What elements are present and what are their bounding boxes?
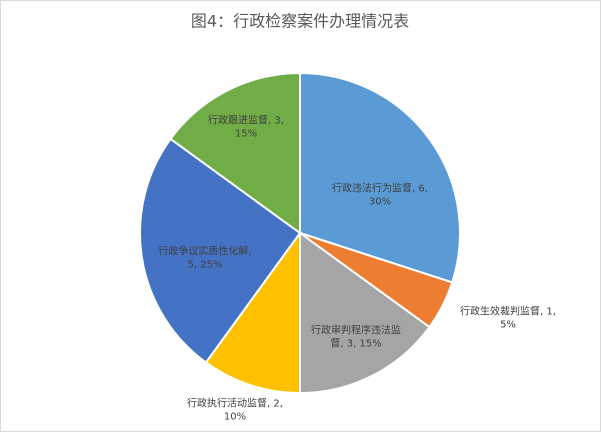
pie-slice: [299, 71, 461, 284]
data-label: 行政违法行为监督, 6,: [332, 182, 428, 195]
data-label: 5%: [500, 320, 516, 331]
pie-slice: [169, 71, 301, 235]
data-label: 行政审判程序违法监: [311, 324, 401, 337]
data-label: 10%: [224, 412, 246, 423]
data-label: 15%: [235, 129, 257, 140]
data-label: 行政跟进监督, 3,: [208, 114, 284, 127]
pie-slice: [299, 231, 431, 395]
data-label: 行政生效裁判监督, 1,: [460, 305, 556, 318]
data-label: 5, 25%: [188, 260, 223, 271]
data-label: 30%: [369, 197, 391, 208]
pie-slice: [139, 137, 302, 364]
data-label: 行政执行活动监督, 2,: [187, 397, 283, 410]
chart-title: 图4：行政检察案件办理情况表: [191, 12, 409, 31]
data-label: 行政争议实质性化解,: [158, 245, 251, 258]
data-label: 督, 3, 15%: [330, 337, 381, 350]
pie-slice: [204, 229, 301, 395]
